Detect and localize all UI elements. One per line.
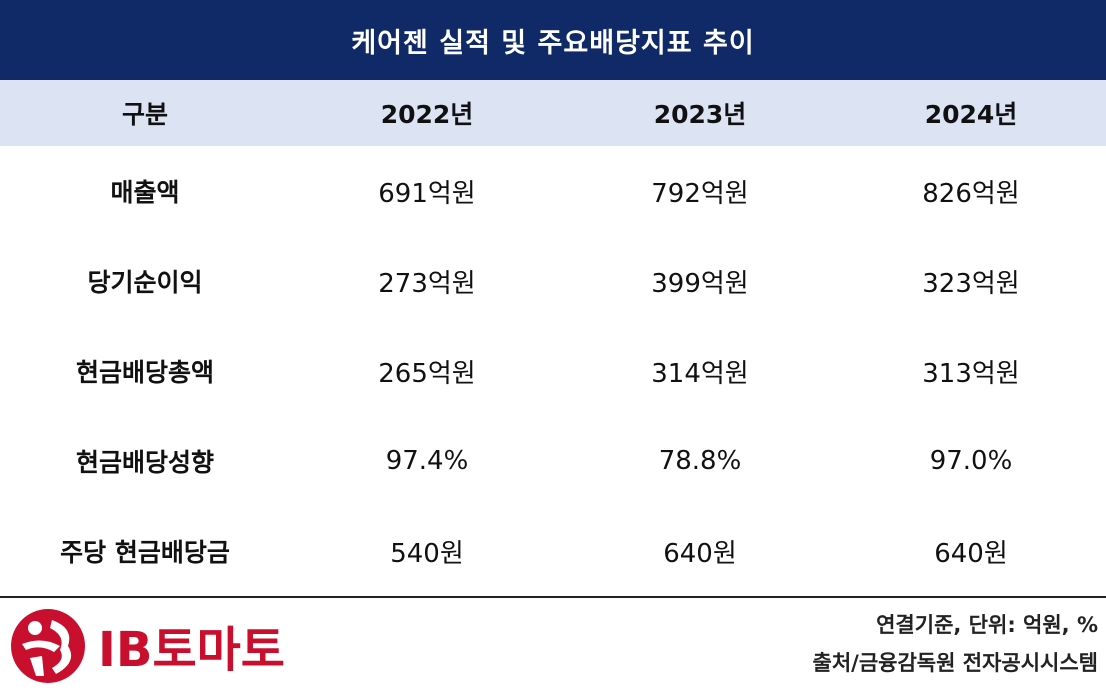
table-row: 매출액 691억원 792억원 826억원	[0, 146, 1106, 236]
cell-2022: 691억원	[378, 178, 476, 209]
row-label: 주당 현금배당금	[60, 538, 230, 567]
footer-divider	[0, 596, 1106, 598]
basis-note: 연결기준, 단위: 억원, %	[876, 613, 1098, 637]
table-row: 주당 현금배당금 540원 640원 640원	[0, 506, 1106, 596]
ib-tomato-logo-icon	[11, 609, 85, 683]
row-label: 당기순이익	[87, 268, 203, 297]
cell-2022: 273억원	[378, 268, 476, 299]
table-row: 현금배당총액 265억원 314억원 313억원	[0, 326, 1106, 416]
header-2024: 2024년	[924, 100, 1018, 129]
row-label: 현금배당총액	[75, 358, 214, 387]
cell-2023: 640원	[663, 538, 737, 569]
table-header-row: 구분 2022년 2023년 2024년	[0, 80, 1106, 146]
cell-2024: 97.0%	[929, 446, 1013, 476]
table-row: 현금배당성향 97.4% 78.8% 97.0%	[0, 416, 1106, 506]
cell-2023: 78.8%	[658, 446, 742, 476]
cell-2024: 313억원	[922, 358, 1020, 389]
cell-2023: 792억원	[651, 178, 749, 209]
cell-2023: 399억원	[651, 268, 749, 299]
svg-text:IB토마토: IB토마토	[98, 622, 285, 678]
source-note: 출처/금융감독원 전자공시시스템	[812, 651, 1098, 675]
cell-2023: 314억원	[651, 358, 749, 389]
table-title: 케어젠 실적 및 주요배당지표 추이	[351, 27, 755, 59]
cell-2022: 540원	[390, 538, 464, 569]
cell-2024: 323억원	[922, 268, 1020, 299]
header-2022: 2022년	[380, 100, 474, 129]
footer-notes: 연결기준, 단위: 억원, % 출처/금융감독원 전자공시시스템	[813, 606, 1098, 682]
table-row: 당기순이익 273억원 399억원 323억원	[0, 236, 1106, 326]
row-label: 매출액	[110, 178, 180, 207]
table-title-bar: 케어젠 실적 및 주요배당지표 추이	[0, 0, 1106, 80]
row-label: 현금배당성향	[75, 448, 214, 477]
cell-2022: 265억원	[378, 358, 476, 389]
header-category: 구분	[121, 100, 168, 129]
cell-2024: 640원	[934, 538, 1008, 569]
cell-2024: 826억원	[922, 178, 1020, 209]
cell-2022: 97.4%	[385, 446, 469, 476]
ib-tomato-logo: IB토마토	[11, 609, 285, 683]
header-2023: 2023년	[653, 100, 747, 129]
